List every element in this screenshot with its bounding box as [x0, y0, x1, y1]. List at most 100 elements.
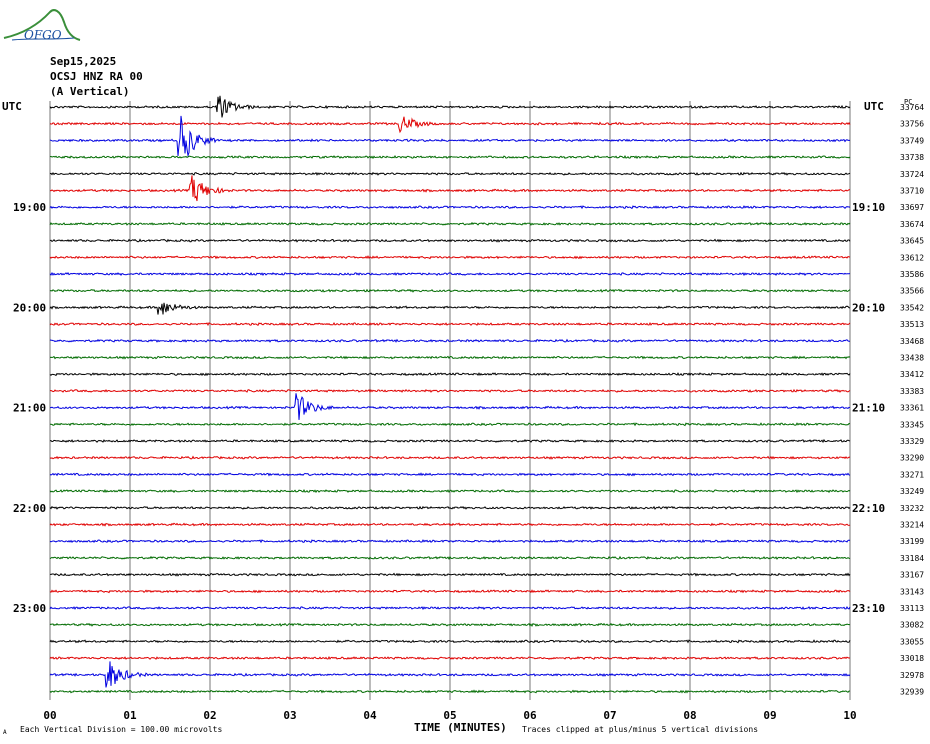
seismic-trace: [49, 489, 851, 494]
logo: [2, 4, 82, 44]
x-tick-label: 06: [523, 709, 537, 722]
x-tick-label: 08: [683, 709, 696, 722]
seismic-trace: [49, 171, 851, 176]
right-value-label: 33738: [900, 153, 924, 162]
seismic-trace: [49, 355, 851, 360]
logo-text: OFGO: [24, 28, 62, 42]
seismic-trace: [49, 539, 851, 544]
right-value-label: 33082: [900, 621, 924, 630]
left-time-label: 19:00: [13, 201, 46, 214]
right-value-label: 33468: [900, 337, 924, 346]
seismic-trace: [49, 205, 851, 210]
left-time-label: 21:00: [13, 402, 46, 415]
right-value-label: 33143: [900, 587, 924, 596]
right-unit-label: PC: [904, 98, 913, 106]
right-value-label: 33361: [900, 404, 924, 413]
right-value-label: 33513: [900, 320, 924, 329]
seismic-trace: [49, 656, 850, 661]
right-value-label: 33199: [900, 537, 924, 546]
seismic-trace: [50, 393, 851, 420]
seismic-trace: [49, 689, 851, 694]
right-value-label: 33290: [900, 454, 924, 463]
seismic-trace: [49, 155, 851, 160]
right-value-label: 33383: [900, 387, 924, 396]
right-value-label: 33214: [900, 521, 924, 530]
x-tick-label: 00: [43, 709, 56, 722]
right-time-label: 20:10: [852, 301, 885, 314]
right-value-label: 33113: [900, 604, 924, 613]
utc-right-label: UTC: [864, 100, 884, 113]
seismic-trace: [49, 388, 851, 393]
right-value-label: 33764: [900, 103, 924, 112]
seismic-trace: [49, 639, 851, 644]
seismic-trace: [49, 95, 851, 118]
right-value-label: 33055: [900, 637, 924, 646]
right-time-label: 23:10: [852, 602, 885, 615]
right-time-label: 22:10: [852, 502, 885, 515]
seismic-trace: [49, 372, 851, 377]
right-value-label: 33542: [900, 303, 924, 312]
seismic-trace: [49, 116, 851, 134]
x-tick-label: 09: [763, 709, 776, 722]
right-value-label: 33756: [900, 120, 924, 129]
x-tick-label: 07: [603, 709, 616, 722]
seismic-trace: [49, 438, 851, 444]
station-label: OCSJ HNZ RA 00: [50, 70, 143, 83]
left-time-label: 20:00: [13, 301, 46, 314]
seismic-trace: [49, 472, 851, 477]
label-group: 00 01 02 03 04 05 06 07 08 09 10 33764 33756 33749 337…: [13, 103, 924, 722]
component-label: (A Vertical): [50, 85, 130, 98]
x-tick-label: 04: [363, 709, 377, 722]
seismic-trace: [49, 115, 851, 158]
right-value-label: 33232: [900, 504, 924, 513]
right-value-label: 33645: [900, 237, 924, 246]
right-value-label: 33167: [900, 571, 924, 580]
seismic-trace: [49, 238, 851, 243]
right-value-label: 33018: [900, 654, 924, 663]
right-value-label: 33612: [900, 253, 924, 262]
right-value-label: 33724: [900, 170, 924, 179]
right-value-label: 33674: [900, 220, 924, 229]
right-value-label: 33710: [900, 187, 924, 196]
right-value-label: 33697: [900, 203, 924, 212]
left-time-label: 23:00: [13, 602, 46, 615]
x-tick-label: 03: [283, 709, 296, 722]
right-value-label: 33412: [900, 370, 924, 379]
seismic-trace: [49, 661, 851, 688]
right-value-label: 33329: [900, 437, 924, 446]
seismic-trace: [49, 321, 851, 327]
clip-note: Traces clipped at plus/minus 5 vertical …: [522, 725, 759, 734]
seismic-trace: [49, 221, 851, 226]
trace-group: [49, 95, 851, 694]
right-value-label: 33586: [900, 270, 924, 279]
x-tick-label: 01: [123, 709, 137, 722]
right-time-label: 21:10: [852, 402, 885, 415]
scale-note: Each Vertical Division = 100.00 microvol…: [20, 725, 223, 734]
chart-grid: [49, 101, 851, 700]
seismic-trace: [49, 622, 851, 627]
right-value-label: 33438: [900, 354, 924, 363]
right-value-label: 33566: [900, 287, 924, 296]
x-tick-label: 02: [203, 709, 216, 722]
seismic-trace: [49, 422, 851, 427]
seismic-trace: [49, 589, 851, 594]
right-value-label: 33249: [900, 487, 924, 496]
date-label: Sep15,2025: [50, 55, 117, 68]
right-value-label: 33271: [900, 470, 924, 479]
x-tick-label: 10: [843, 709, 856, 722]
seismic-trace: [49, 255, 851, 260]
utc-left-label: UTC: [2, 100, 22, 113]
seismic-trace: [49, 605, 851, 611]
logo-swoosh-icon: [3, 9, 81, 41]
right-value-label: 32939: [900, 688, 924, 697]
seismic-trace: [49, 271, 851, 277]
right-time-label: 19:10: [852, 201, 885, 214]
seismic-trace: [49, 175, 850, 202]
corner-mark: A: [3, 729, 7, 736]
seismic-trace: [49, 455, 851, 460]
x-tick-label: 05: [443, 709, 456, 722]
seismic-trace: [49, 572, 851, 577]
seismic-trace: [49, 555, 851, 560]
x-axis-title: TIME (MINUTES): [414, 721, 507, 734]
